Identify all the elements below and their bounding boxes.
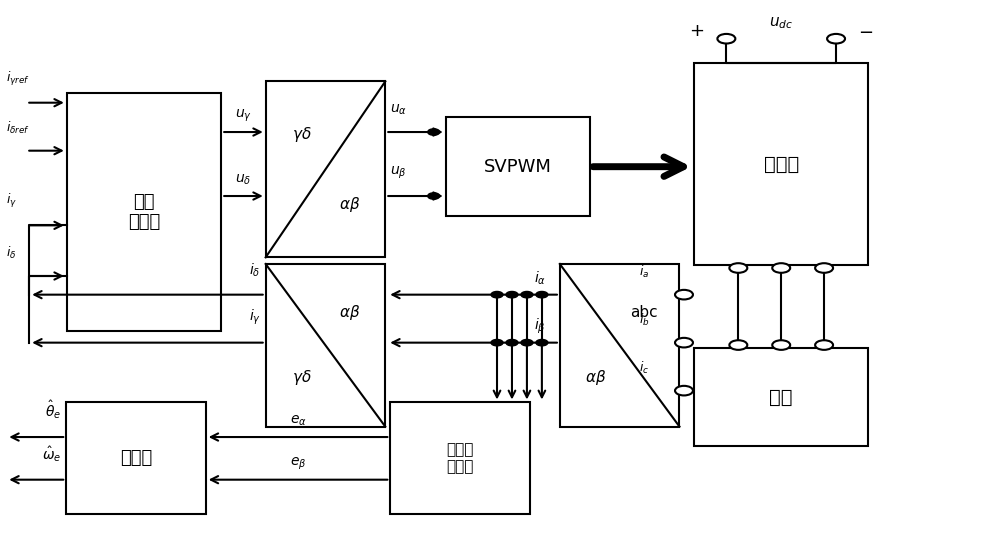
Text: $i_c$: $i_c$ bbox=[639, 360, 649, 376]
Circle shape bbox=[428, 193, 440, 199]
FancyBboxPatch shape bbox=[66, 403, 206, 515]
Text: $u_{\beta}$: $u_{\beta}$ bbox=[390, 165, 407, 181]
Text: $u_{\alpha}$: $u_{\alpha}$ bbox=[390, 103, 407, 117]
Circle shape bbox=[827, 34, 845, 43]
Text: $i_{\delta}$: $i_{\delta}$ bbox=[249, 261, 261, 279]
FancyBboxPatch shape bbox=[67, 93, 221, 331]
Text: $u_{\gamma}$: $u_{\gamma}$ bbox=[235, 108, 252, 124]
Text: $i_b$: $i_b$ bbox=[639, 311, 650, 327]
Text: $\hat{\omega}_e$: $\hat{\omega}_e$ bbox=[42, 444, 61, 464]
Text: $\gamma\delta$: $\gamma\delta$ bbox=[292, 368, 311, 388]
Circle shape bbox=[506, 292, 518, 298]
FancyBboxPatch shape bbox=[390, 403, 530, 515]
Circle shape bbox=[491, 339, 503, 346]
Circle shape bbox=[536, 339, 548, 346]
Circle shape bbox=[506, 339, 518, 346]
Circle shape bbox=[536, 292, 548, 298]
Circle shape bbox=[729, 263, 747, 273]
Text: 锁相环: 锁相环 bbox=[120, 449, 152, 467]
Text: 电流
调节器: 电流 调节器 bbox=[128, 192, 160, 232]
Circle shape bbox=[815, 263, 833, 273]
Text: $i_{\gamma}$: $i_{\gamma}$ bbox=[249, 307, 261, 326]
Circle shape bbox=[772, 263, 790, 273]
Circle shape bbox=[717, 34, 735, 43]
Text: $i_a$: $i_a$ bbox=[639, 264, 649, 280]
Text: $\alpha\beta$: $\alpha\beta$ bbox=[585, 368, 606, 388]
Text: $i_{\delta}$: $i_{\delta}$ bbox=[6, 245, 17, 261]
FancyBboxPatch shape bbox=[446, 117, 590, 216]
Text: $\alpha\beta$: $\alpha\beta$ bbox=[339, 303, 360, 322]
Circle shape bbox=[675, 386, 693, 396]
Circle shape bbox=[815, 340, 833, 350]
FancyBboxPatch shape bbox=[694, 63, 868, 265]
Circle shape bbox=[675, 290, 693, 300]
Circle shape bbox=[675, 338, 693, 347]
Text: SVPWM: SVPWM bbox=[484, 158, 552, 176]
Text: 逆变器: 逆变器 bbox=[764, 154, 799, 174]
Text: $i_{\alpha}$: $i_{\alpha}$ bbox=[534, 270, 546, 287]
Text: 电机: 电机 bbox=[769, 388, 793, 406]
Circle shape bbox=[772, 340, 790, 350]
Circle shape bbox=[729, 340, 747, 350]
Text: $e_{\beta}$: $e_{\beta}$ bbox=[290, 456, 306, 472]
Text: $\hat{\theta}_e$: $\hat{\theta}_e$ bbox=[45, 398, 61, 421]
Text: $u_{dc}$: $u_{dc}$ bbox=[769, 15, 793, 31]
FancyBboxPatch shape bbox=[694, 348, 868, 446]
Text: $-$: $-$ bbox=[858, 22, 874, 40]
Circle shape bbox=[521, 339, 533, 346]
Text: +: + bbox=[689, 22, 704, 40]
Polygon shape bbox=[266, 81, 385, 257]
Text: $\alpha\beta$: $\alpha\beta$ bbox=[339, 195, 360, 214]
Text: $i_{\delta ref}$: $i_{\delta ref}$ bbox=[6, 120, 30, 136]
Text: $e_{\alpha}$: $e_{\alpha}$ bbox=[290, 414, 306, 428]
Text: $i_{\beta}$: $i_{\beta}$ bbox=[534, 317, 546, 336]
Circle shape bbox=[428, 129, 440, 135]
Polygon shape bbox=[266, 264, 385, 427]
Circle shape bbox=[521, 292, 533, 298]
Text: $i_{\gamma}$: $i_{\gamma}$ bbox=[6, 192, 17, 211]
Text: abc: abc bbox=[630, 306, 657, 321]
Text: 反电势
观测器: 反电势 观测器 bbox=[446, 442, 474, 474]
Text: $\gamma\delta$: $\gamma\delta$ bbox=[292, 125, 311, 144]
Polygon shape bbox=[560, 264, 679, 427]
Text: $i_{\gamma ref}$: $i_{\gamma ref}$ bbox=[6, 70, 30, 88]
Text: $u_{\delta}$: $u_{\delta}$ bbox=[235, 173, 252, 187]
Circle shape bbox=[491, 292, 503, 298]
